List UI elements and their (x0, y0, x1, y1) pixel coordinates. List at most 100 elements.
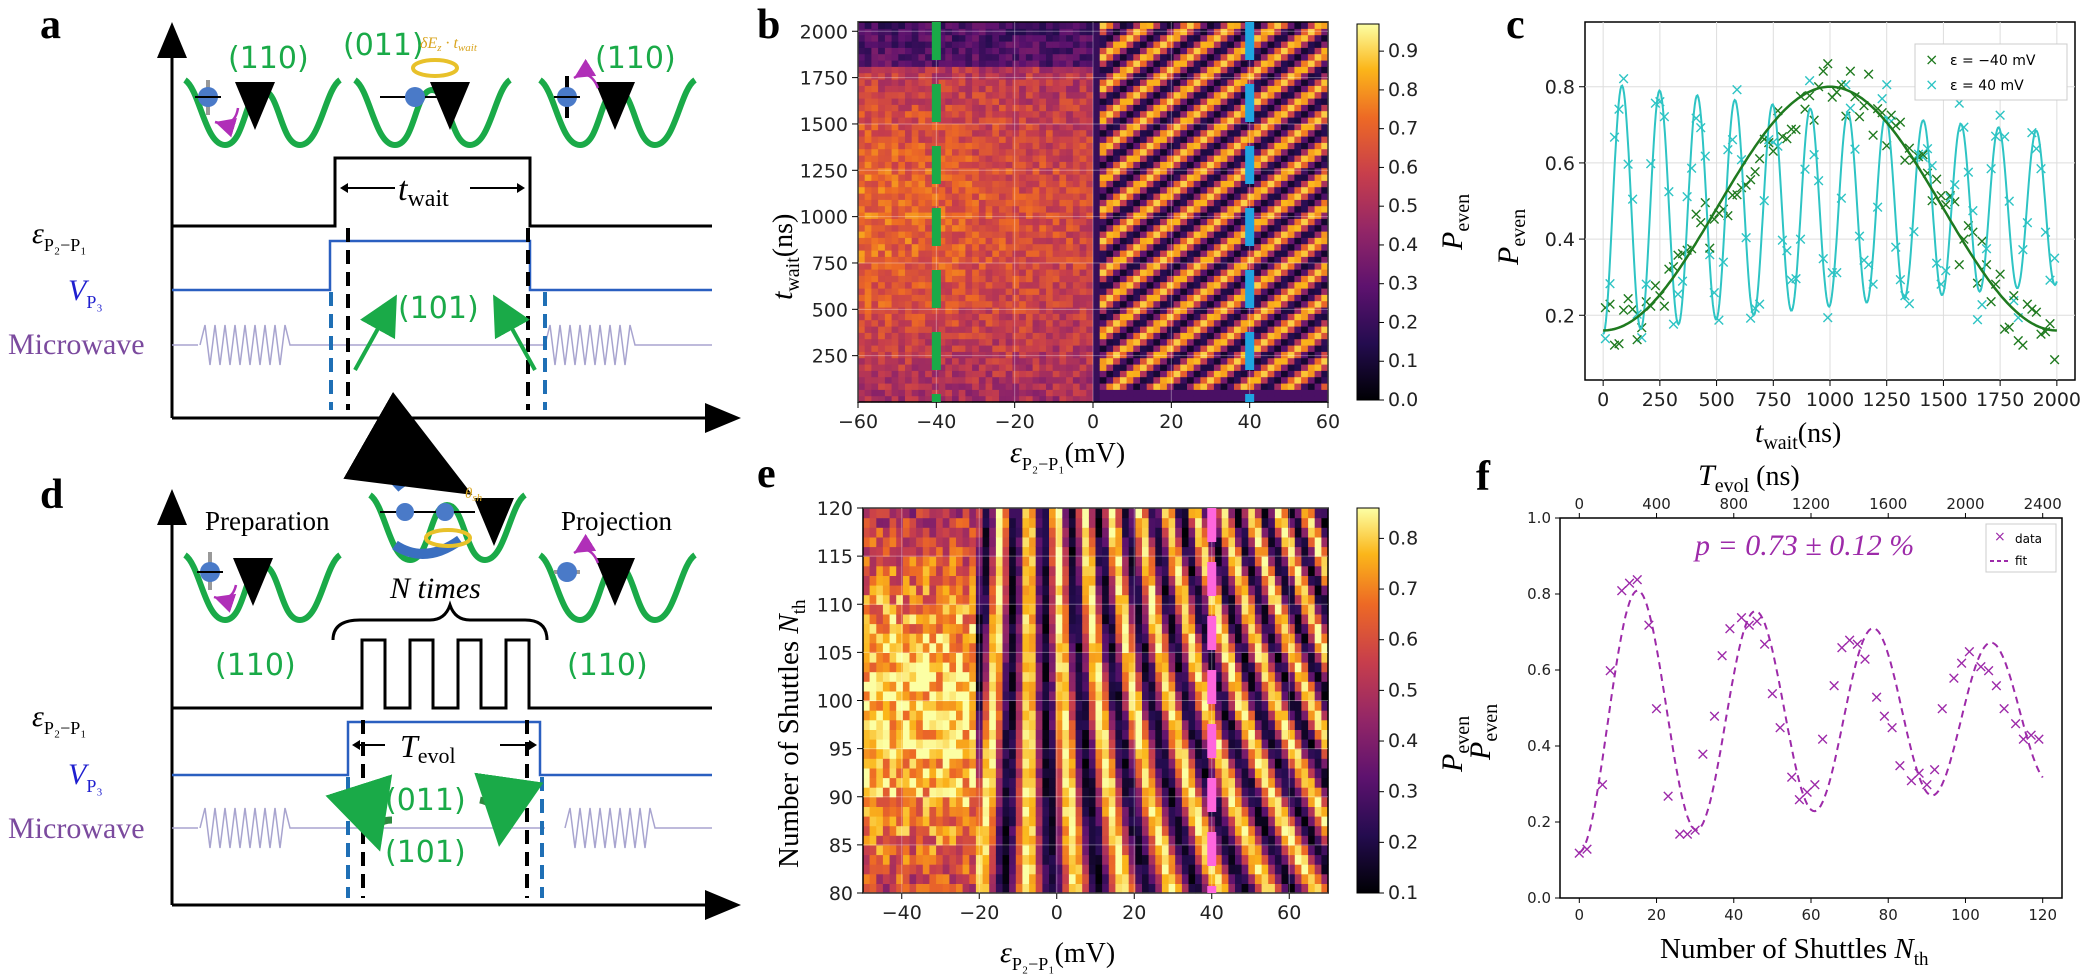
chart-e-xtick: −20 (959, 902, 999, 924)
chart-c: ××××××××××××××××××××××××××××××××××××××××… (1492, 21, 2081, 454)
brace (331, 600, 549, 641)
legend-c-2: ε = 40 mV (1950, 78, 2024, 94)
chart-f-point: × (1927, 760, 1941, 780)
colorbar-e-tick: 0.6 (1388, 629, 1418, 651)
chart-c-point-cyan: × (1943, 188, 1957, 208)
chart-c-point-green: × (1743, 170, 1757, 190)
chart-c-point-cyan: × (1644, 154, 1658, 174)
chart-c-point-cyan: × (1635, 328, 1649, 348)
chart-c-point-cyan: × (1821, 308, 1835, 328)
chart-f-ytick: 0.0 (1527, 889, 1551, 907)
colorbar-b-tick: 0.5 (1388, 195, 1418, 217)
chart-f-toptick: 1600 (1869, 495, 1907, 513)
colorbar-e-label: Peven (1436, 716, 1474, 773)
chart-f-xtick: 60 (1801, 906, 1820, 924)
chart-b-ytick: 250 (812, 346, 848, 368)
colorbar-e-tick: 0.1 (1388, 882, 1418, 904)
colorbar-b-label: Peven (1436, 194, 1474, 251)
chart-c-point-cyan: × (1948, 175, 1962, 195)
chart-f-point: × (1680, 824, 1694, 844)
chart-c-point-green: × (1898, 150, 1912, 170)
chart-c-point-green: × (1929, 169, 1943, 189)
chart-c-point-cyan: × (1598, 329, 1612, 349)
chart-f-point: × (1842, 631, 1856, 651)
chart-c-point-cyan: × (1957, 118, 1971, 138)
chart-c-point-green: × (1680, 241, 1694, 261)
chart-c-point-green: × (1648, 276, 1662, 296)
chart-f-point: × (1997, 699, 2011, 719)
colorbar-b-tick: 0.1 (1388, 350, 1418, 372)
chart-f-toptick: 2400 (2024, 495, 2062, 513)
chart-c-point-green: × (2016, 335, 2030, 355)
chart-c-xtick: 750 (1755, 389, 1791, 411)
chart-e-ytick: 80 (829, 883, 853, 905)
chart-c-point-green: × (1616, 301, 1630, 321)
phase-label: δEz · twait (420, 35, 478, 54)
chart-e: −40 −20 0 20 40 60 80 85 90 95 100 105 110 115 120 εP… (773, 498, 1474, 974)
svg-text:×: × (1925, 75, 1938, 94)
chart-c-point-cyan: × (2043, 271, 2057, 291)
chart-f-point: × (1765, 684, 1779, 704)
chart-b-ytick: 500 (812, 299, 848, 321)
chart-c-fit-cyan (1602, 84, 2058, 335)
chart-f-xtick: 40 (1724, 906, 1743, 924)
chart-c-point-cyan: × (1725, 130, 1739, 150)
chart-c-point-green: × (1698, 193, 1712, 213)
chart-c-point-green: × (1753, 149, 1767, 169)
chart-f-ytick: 0.2 (1527, 813, 1551, 831)
chart-c-xtick: 500 (1698, 389, 1734, 411)
chart-c-point-cyan: × (1830, 263, 1844, 283)
chart-c-point-cyan: × (1984, 159, 1998, 179)
colorbar-b-tick: 0.6 (1388, 156, 1418, 178)
chart-f-point: × (1734, 608, 1748, 628)
chart-c-point-green: × (1943, 186, 1957, 206)
chart-c-point-cyan: × (1698, 146, 1712, 166)
chart-e-xtick: 40 (1200, 902, 1224, 924)
spin-electrons-right (554, 58, 635, 130)
chart-e-ytick: 100 (817, 691, 853, 713)
chart-f-point: × (2024, 726, 2038, 746)
spin-electrons-left (195, 80, 275, 138)
chart-c-point-green: × (1694, 213, 1708, 233)
chart-e-xtick: 0 (1051, 902, 1063, 924)
chart-c-point-green: × (1825, 88, 1839, 108)
chart-f-point: × (1920, 775, 1934, 795)
chart-f-point: × (1904, 771, 1918, 791)
chart-c-point-green: × (1766, 142, 1780, 162)
microwave-label-d: Microwave (8, 812, 145, 845)
vp3-line-d (172, 720, 712, 777)
chart-c-point-cyan: × (1648, 94, 1662, 114)
chart-c-point-cyan: × (1621, 155, 1635, 175)
colorbar-e-tick: 0.2 (1388, 831, 1418, 853)
state-label-110-right: (110) (595, 41, 676, 76)
double-well-mid (352, 77, 513, 149)
chart-f-point: × (1792, 790, 1806, 810)
chart-c-point-green: × (1993, 264, 2007, 284)
chart-c-point-green: × (1816, 62, 1830, 82)
chart-b-xtick: −60 (838, 411, 878, 433)
epsilon-label: εP₂−P₁ (32, 217, 87, 255)
chart-c-point-green: × (2029, 302, 2043, 322)
legend-f-fit: fit (2015, 554, 2028, 568)
panel-label-f: f (1476, 454, 1491, 500)
chart-c-point-cyan: × (1880, 75, 1894, 95)
epsilon-label-d: εP₂−P₁ (32, 700, 87, 738)
chart-f-toptick: 2000 (1946, 495, 1984, 513)
chart-c-point-green: × (1598, 298, 1612, 318)
colorbar-e (1356, 507, 1380, 894)
chart-e-xtick: −40 (882, 902, 922, 924)
microwave-right (544, 324, 712, 366)
heatmap-e (863, 508, 1329, 894)
panel-d-schematic: Preparation Projection θsh (8, 391, 741, 920)
panel-label-a: a (40, 2, 61, 48)
chart-c-point-green: × (1984, 292, 1998, 312)
chart-c-point-green: × (1861, 64, 1875, 84)
chart-c-xtick: 0 (1597, 389, 1609, 411)
projection-label: Projection (561, 506, 672, 536)
colorbar-e-tick: 0.8 (1388, 527, 1418, 549)
chart-c-ytick: 0.8 (1545, 77, 1575, 99)
chart-c-point-cyan: × (1775, 230, 1789, 250)
chart-f-ytick: 0.8 (1527, 585, 1551, 603)
chart-f-point: × (1785, 767, 1799, 787)
state-label-d-101: (101) (385, 835, 466, 870)
